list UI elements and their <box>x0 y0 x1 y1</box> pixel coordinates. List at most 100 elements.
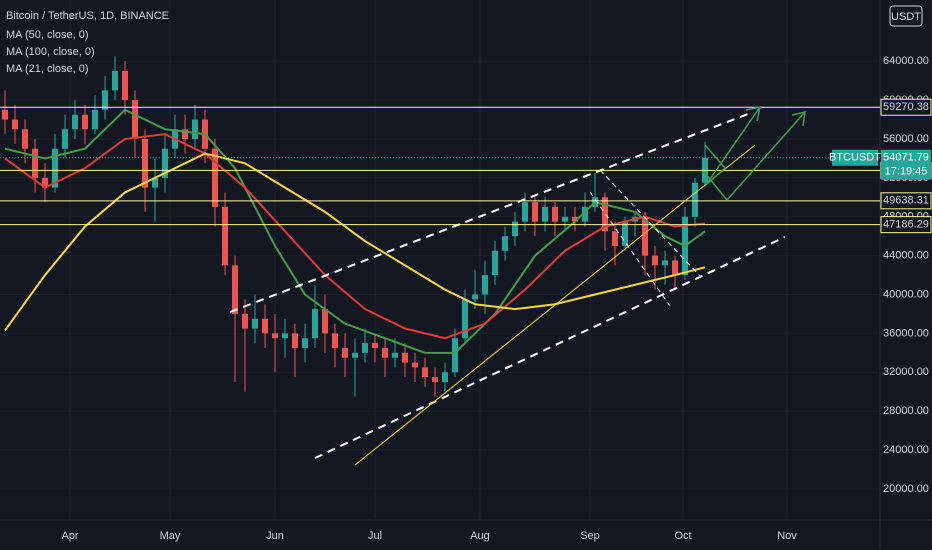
wedge-upper <box>599 169 701 277</box>
price-tag-label: 59270.38 <box>883 101 929 113</box>
symbol-tag <box>832 149 878 166</box>
moving-average <box>4 133 706 340</box>
candle-body <box>2 109 8 120</box>
legend-entry: MA (100, close, 0) <box>6 46 95 58</box>
candle-body <box>452 338 458 373</box>
candle-body <box>152 177 158 188</box>
candle-body <box>62 129 68 149</box>
countdown: 17:19:45 <box>885 166 928 178</box>
last-price-tag <box>881 149 931 180</box>
candle-body <box>422 367 428 378</box>
candle-body <box>412 362 418 368</box>
x-tick-label: Jul <box>368 530 382 542</box>
legend-entry: MA (50, close, 0) <box>6 29 89 41</box>
candle-body <box>72 114 78 130</box>
candle-body <box>302 338 308 348</box>
candle-body <box>472 294 478 300</box>
candle-body <box>122 70 128 101</box>
candle-body <box>272 333 278 339</box>
candle-body <box>372 343 378 348</box>
candle-body <box>392 352 398 358</box>
candle-body <box>112 70 118 91</box>
candle-body <box>462 299 468 339</box>
candle-body <box>82 114 88 130</box>
candle-body <box>482 275 488 295</box>
chart-title: Bitcoin / TetherUS, 1D, BINANCE <box>6 10 169 22</box>
candle-body <box>502 236 508 251</box>
arrow-head <box>745 106 761 122</box>
candle-body <box>612 231 618 246</box>
candle-body <box>672 260 678 276</box>
price-tag <box>880 192 932 210</box>
currency[interactable]: USDT <box>891 11 921 23</box>
candle-body <box>312 309 318 339</box>
candle-body <box>292 333 298 348</box>
candle-body <box>662 260 668 266</box>
last-price-label: 54071.79 <box>883 152 929 164</box>
candle-body <box>542 207 548 222</box>
candle-body <box>12 119 18 130</box>
y-tick-label: 56000.00 <box>883 133 929 145</box>
axes: 20000.00 24000.00 28000.00 32000.00 36000.00… <box>61 55 932 542</box>
candle-body <box>222 207 228 266</box>
plot <box>0 56 880 397</box>
candle-body <box>92 109 98 130</box>
price-tag-label: 47186.29 <box>883 219 929 231</box>
y-tick-label: 32000.00 <box>883 366 929 378</box>
candle-body <box>212 148 218 208</box>
arrow-head <box>791 111 806 127</box>
candle-body <box>692 182 698 217</box>
candle-body <box>182 129 188 139</box>
moving-average <box>4 108 706 354</box>
channel-lower <box>314 236 786 459</box>
currency-box[interactable] <box>889 5 923 27</box>
candle-body <box>382 347 388 358</box>
price-tag-label: 49638.31 <box>883 195 929 207</box>
candle-body <box>262 318 268 334</box>
price-tag <box>880 98 932 116</box>
candle-body <box>602 197 608 232</box>
candle-body <box>32 148 38 178</box>
candle-body <box>582 207 588 222</box>
candle-body <box>572 216 578 222</box>
candle-body <box>512 221 518 237</box>
candle-body <box>22 129 28 149</box>
y-tick-label: 20000.00 <box>883 483 929 495</box>
legend-entry: MA (21, close, 0) <box>6 63 89 75</box>
price-tag <box>880 216 932 234</box>
candle-body <box>252 318 258 329</box>
candle-body <box>282 333 288 339</box>
projection-alt <box>703 111 806 202</box>
x-tick-label: Oct <box>674 530 691 542</box>
x-tick-label: Apr <box>61 530 78 542</box>
candle-body <box>132 100 138 139</box>
projection-up <box>704 106 761 186</box>
x-tick-label: Aug <box>470 530 490 542</box>
candle-body <box>192 119 198 139</box>
symbol-label: BTCUSDT <box>829 152 881 164</box>
candle-body <box>342 347 348 358</box>
candle-body <box>332 333 338 348</box>
candle-body <box>562 216 568 222</box>
candle-body <box>102 90 108 110</box>
candle-body <box>532 202 538 222</box>
candle-body <box>642 216 648 256</box>
candle-body <box>652 255 658 266</box>
y-tick-label: 64000.00 <box>883 55 929 67</box>
channel-upper <box>229 113 749 313</box>
candle-body <box>552 207 558 222</box>
candle-body <box>432 377 438 382</box>
candle-body <box>142 138 148 188</box>
candle-body <box>442 372 448 382</box>
candle-body <box>402 352 408 363</box>
x-tick-label: Jun <box>266 530 284 542</box>
x-tick-label: May <box>160 530 181 542</box>
candle-body <box>232 265 238 314</box>
candle-body <box>322 309 328 334</box>
candle-body <box>162 148 168 178</box>
candle-body <box>52 148 58 188</box>
moving-average <box>4 152 706 332</box>
drawings <box>229 106 806 466</box>
